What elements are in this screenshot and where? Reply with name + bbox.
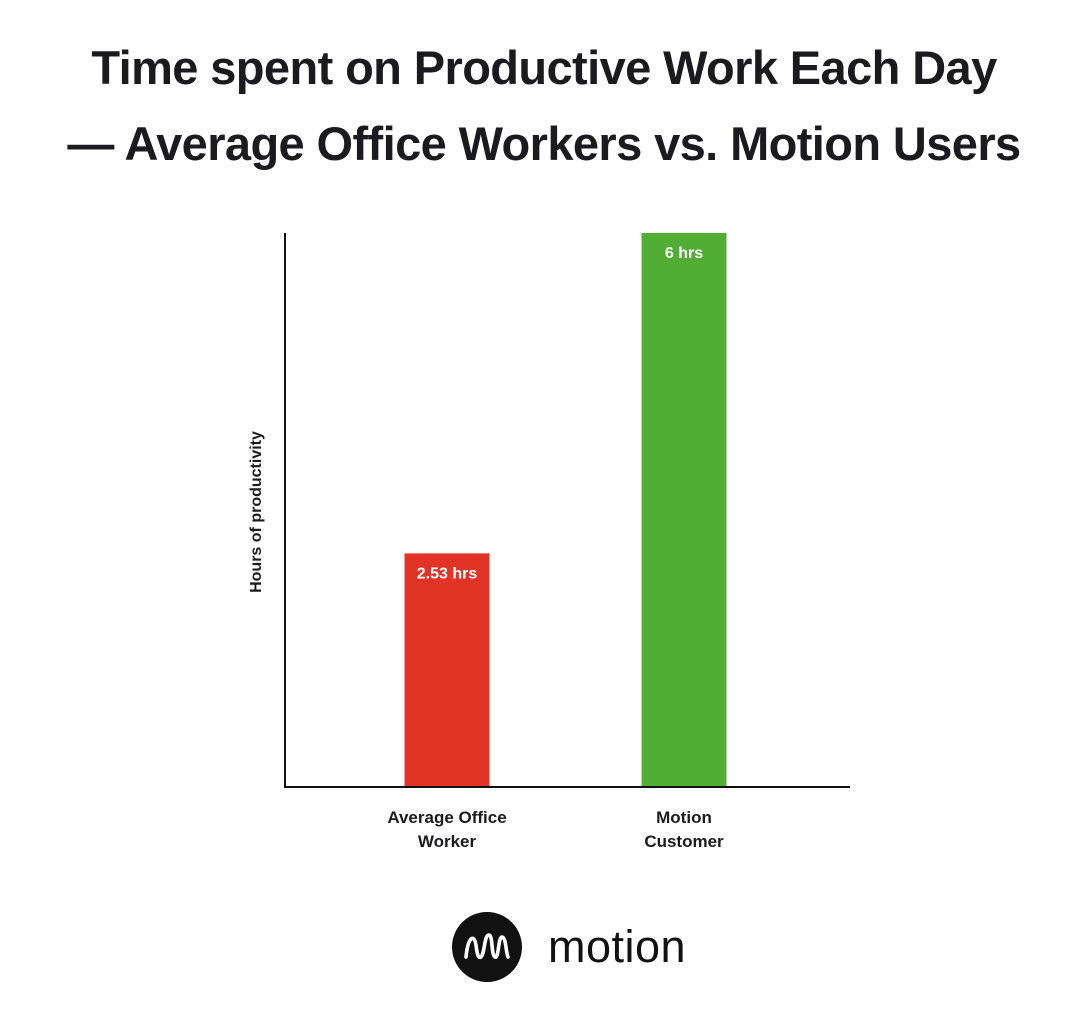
data-label-1: 6 hrs — [665, 245, 703, 262]
x-tick-label-0: Average Office Worker — [387, 808, 506, 851]
data-label-0: 2.53 hrs — [417, 565, 478, 582]
y-axis-label: Hours of productivity — [248, 431, 265, 593]
bar-0 — [404, 553, 490, 787]
x-tick-label-1: Motion Customer — [644, 808, 724, 851]
motion-logo-icon — [452, 912, 522, 982]
chart-title: Time spent on Productive Work Each Day —… — [0, 30, 1088, 182]
chart-title-line-1: Time spent on Productive Work Each Day — [91, 41, 997, 94]
chart-title-line-2: — Average Office Workers vs. Motion User… — [67, 117, 1021, 170]
motion-logo: motion — [452, 911, 686, 983]
motion-logo-text: motion — [548, 921, 687, 972]
bar-1 — [641, 233, 727, 787]
